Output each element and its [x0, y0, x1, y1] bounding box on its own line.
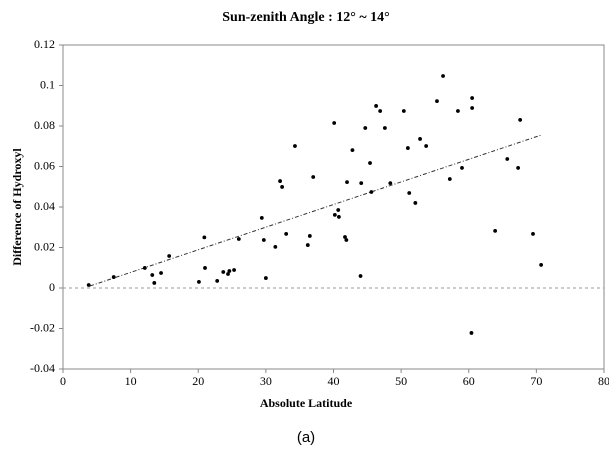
point: [344, 238, 349, 242]
point: [407, 191, 412, 195]
point: [358, 274, 363, 278]
y-tick-label: 0.06: [34, 158, 55, 172]
point: [236, 237, 241, 241]
point: [435, 99, 439, 103]
point: [382, 126, 387, 130]
point: [284, 232, 289, 236]
x-tick-label: 60: [463, 374, 475, 388]
point: [307, 234, 312, 238]
x-tick-label: 80: [598, 374, 609, 388]
point: [273, 244, 278, 249]
plot-frame: [62, 44, 605, 370]
point: [202, 235, 207, 240]
point: [311, 175, 316, 179]
point: [221, 270, 226, 274]
x-tick-label: 20: [192, 374, 204, 388]
point: [470, 96, 475, 100]
trendline: [89, 134, 542, 287]
point: [215, 279, 220, 283]
point: [493, 228, 498, 233]
point: [388, 181, 393, 186]
point: [152, 281, 157, 285]
point: [374, 104, 379, 108]
y-tick-label: -0.04: [30, 361, 55, 375]
point: [227, 269, 232, 273]
point: [345, 180, 349, 184]
point: [293, 144, 297, 148]
point: [337, 215, 341, 219]
point: [369, 190, 374, 194]
point: [424, 144, 429, 148]
point: [531, 232, 535, 236]
y-tick-label: 0.02: [34, 239, 55, 253]
point: [539, 263, 544, 267]
y-tick-label: 0.04: [34, 199, 55, 213]
point: [226, 272, 230, 276]
x-tick-label: 50: [395, 374, 407, 388]
y-axis-label: Difference of Hydroxyl: [10, 148, 24, 266]
point: [150, 273, 155, 277]
point: [197, 280, 201, 284]
point: [111, 275, 116, 279]
point: [142, 266, 147, 270]
point: [401, 109, 406, 113]
x-tick-label: 0: [60, 374, 66, 388]
point: [167, 254, 172, 258]
point: [280, 185, 285, 189]
y-tick-label: -0.02: [30, 320, 55, 334]
point: [405, 146, 410, 150]
point: [332, 212, 337, 217]
x-tick-label: 10: [125, 374, 137, 388]
point: [418, 137, 422, 141]
point: [159, 271, 163, 275]
point: [505, 157, 510, 161]
point: [232, 268, 236, 272]
point: [263, 276, 268, 280]
point: [305, 243, 310, 247]
x-tick-label: 40: [328, 374, 340, 388]
point: [441, 74, 445, 78]
point: [516, 166, 521, 170]
caption: (a): [297, 429, 315, 446]
x-tick-label: 70: [530, 374, 542, 388]
point: [447, 177, 452, 181]
point: [203, 266, 207, 270]
point: [86, 283, 91, 287]
point: [368, 161, 372, 165]
point: [359, 181, 364, 186]
point: [336, 208, 341, 212]
point: [456, 109, 460, 113]
x-axis-label: Absolute Latitude: [260, 396, 353, 410]
point: [363, 126, 368, 130]
point: [518, 118, 523, 122]
point: [261, 238, 266, 242]
y-tick-label: 0: [49, 280, 55, 294]
x-tick-label: 30: [260, 374, 272, 388]
chart-title: Sun-zenith Angle : 12° ~ 14°: [222, 10, 389, 25]
point: [378, 109, 383, 113]
point: [470, 106, 475, 110]
point: [259, 216, 264, 220]
y-tick-label: 0.08: [34, 118, 55, 132]
point: [413, 201, 418, 205]
point: [332, 121, 337, 125]
point: [350, 148, 355, 152]
y-tick-label: 0.12: [34, 37, 55, 51]
y-tick-label: 0.1: [40, 77, 55, 91]
point: [343, 235, 347, 239]
point: [469, 331, 474, 335]
point: [460, 166, 464, 170]
point: [278, 179, 282, 183]
